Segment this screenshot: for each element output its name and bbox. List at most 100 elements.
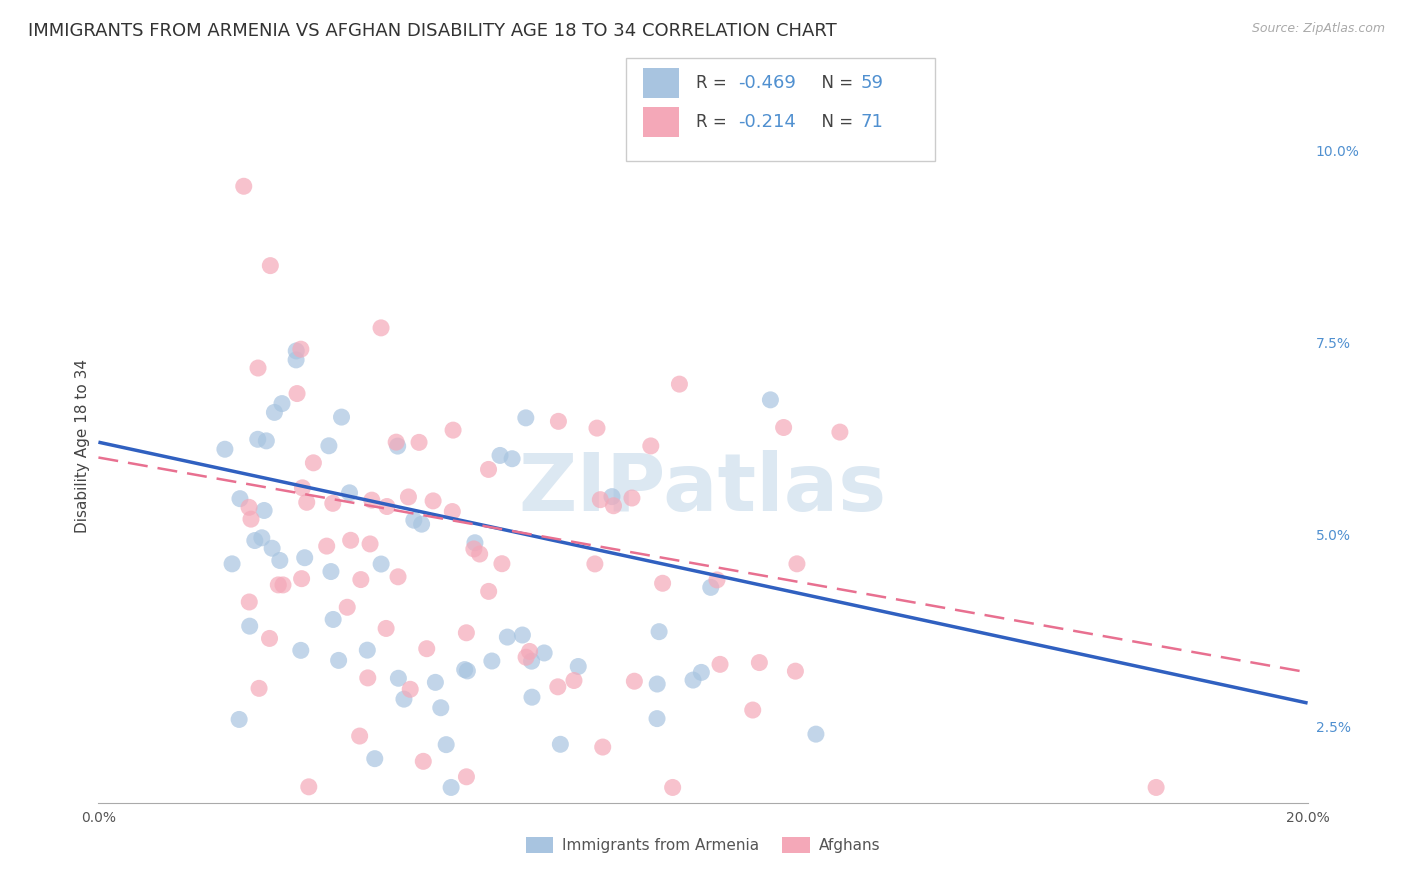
Point: [295, 495, 318, 509]
Point: [550, 737, 572, 751]
Point: [772, 420, 794, 434]
Point: [350, 573, 373, 587]
Point: [520, 690, 543, 705]
Point: [586, 421, 609, 435]
Point: [412, 755, 434, 769]
Point: [285, 352, 308, 367]
Point: [620, 491, 643, 505]
Point: [370, 557, 392, 571]
Point: [489, 449, 512, 463]
Point: [359, 537, 381, 551]
Point: [706, 573, 728, 587]
Point: [228, 713, 250, 727]
Point: [456, 625, 478, 640]
Point: [645, 712, 668, 726]
Point: [246, 432, 269, 446]
Point: [589, 492, 612, 507]
Point: [250, 531, 273, 545]
Point: [600, 490, 623, 504]
Point: [481, 654, 503, 668]
Point: [463, 541, 485, 556]
Point: [402, 513, 425, 527]
Point: [468, 547, 491, 561]
Text: 71: 71: [860, 113, 883, 131]
Text: ZIPatlas: ZIPatlas: [519, 450, 887, 528]
Point: [253, 503, 276, 517]
Point: [375, 500, 398, 514]
Point: [741, 703, 763, 717]
Point: [567, 659, 589, 673]
Point: [357, 671, 380, 685]
Point: [804, 727, 827, 741]
Point: [519, 644, 541, 658]
Point: [682, 673, 704, 687]
Point: [441, 423, 464, 437]
Point: [456, 770, 478, 784]
Point: [453, 663, 475, 677]
Point: [1144, 780, 1167, 795]
Point: [478, 584, 501, 599]
Point: [392, 692, 415, 706]
Text: Source: ZipAtlas.com: Source: ZipAtlas.com: [1251, 22, 1385, 36]
Point: [416, 641, 439, 656]
Text: R =: R =: [696, 74, 733, 92]
Point: [748, 656, 770, 670]
Point: [477, 462, 499, 476]
Point: [429, 700, 451, 714]
Point: [759, 392, 782, 407]
Point: [623, 674, 645, 689]
Point: [271, 578, 294, 592]
Point: [387, 570, 409, 584]
Point: [259, 259, 281, 273]
Point: [700, 581, 723, 595]
Point: [263, 405, 285, 419]
Point: [491, 557, 513, 571]
Point: [434, 738, 457, 752]
Point: [298, 780, 321, 794]
Point: [285, 343, 308, 358]
Point: [786, 557, 808, 571]
Point: [315, 539, 337, 553]
Point: [668, 377, 690, 392]
Point: [387, 671, 409, 685]
Point: [290, 342, 312, 356]
Point: [515, 650, 537, 665]
Point: [399, 682, 422, 697]
Point: [648, 624, 671, 639]
Point: [330, 410, 353, 425]
Y-axis label: Disability Age 18 to 34: Disability Age 18 to 34: [75, 359, 90, 533]
Point: [239, 619, 262, 633]
Point: [396, 490, 419, 504]
Point: [214, 442, 236, 457]
Point: [690, 665, 713, 680]
Point: [785, 664, 807, 678]
Point: [464, 535, 486, 549]
Point: [425, 675, 447, 690]
Point: [360, 493, 382, 508]
Point: [408, 435, 430, 450]
Point: [291, 572, 314, 586]
Point: [501, 451, 523, 466]
Point: [562, 673, 585, 688]
Text: N =: N =: [811, 113, 859, 131]
Point: [515, 410, 537, 425]
Point: [709, 657, 731, 672]
Point: [262, 541, 284, 556]
Point: [302, 456, 325, 470]
Text: R =: R =: [696, 113, 733, 131]
Point: [291, 481, 314, 495]
Point: [512, 628, 534, 642]
Point: [349, 729, 371, 743]
Point: [243, 533, 266, 548]
Point: [640, 439, 662, 453]
Point: [828, 425, 851, 439]
Point: [318, 439, 340, 453]
Point: [339, 533, 361, 548]
Point: [533, 646, 555, 660]
Text: -0.214: -0.214: [738, 113, 796, 131]
Point: [520, 654, 543, 668]
Point: [583, 557, 606, 571]
Point: [247, 361, 270, 376]
Point: [232, 179, 254, 194]
Point: [267, 578, 290, 592]
